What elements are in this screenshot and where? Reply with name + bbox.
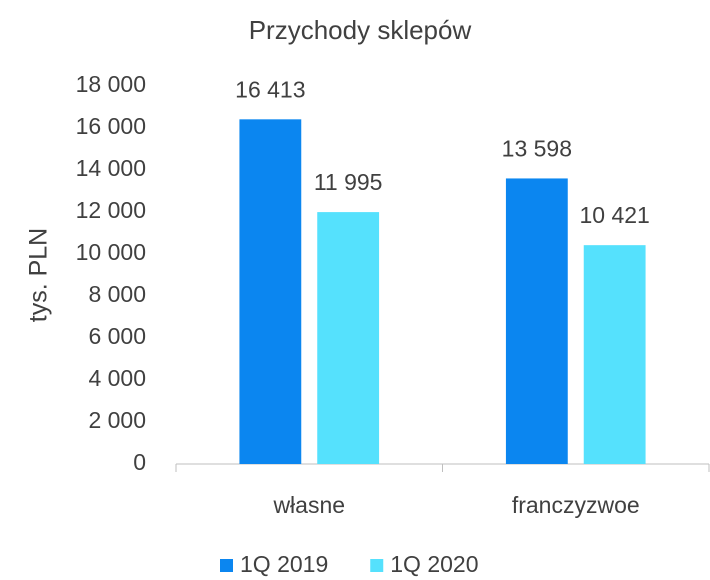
y-tick-label: 14 000 <box>76 155 146 181</box>
y-tick-label: 10 000 <box>76 239 146 265</box>
bar <box>583 245 646 464</box>
chart-title: Przychody sklepów <box>249 15 472 45</box>
legend-label: 1Q 2019 <box>240 551 328 577</box>
y-tick-label: 18 000 <box>76 71 146 97</box>
y-tick-label: 2 000 <box>88 407 146 433</box>
x-tick-label: franczyzwoe <box>512 492 640 518</box>
y-tick-label: 6 000 <box>88 323 146 349</box>
y-tick-label: 8 000 <box>88 281 146 307</box>
bar <box>239 119 302 465</box>
y-axis-label: tys. PLN <box>25 228 53 322</box>
legend-swatch <box>370 559 384 572</box>
legend-swatch <box>220 559 233 572</box>
bar <box>505 178 568 464</box>
y-tick-label: 12 000 <box>76 197 146 223</box>
data-label: 16 413 <box>235 76 305 102</box>
data-label: 13 598 <box>502 136 572 162</box>
y-tick-label: 16 000 <box>76 113 146 139</box>
y-tick-label: 0 <box>133 449 146 475</box>
legend-label: 1Q 2020 <box>390 551 478 577</box>
data-label: 10 421 <box>579 202 649 228</box>
bar <box>317 212 380 464</box>
data-label: 11 995 <box>314 169 383 195</box>
x-tick-label: własne <box>272 492 345 518</box>
y-tick-label: 4 000 <box>88 365 146 391</box>
